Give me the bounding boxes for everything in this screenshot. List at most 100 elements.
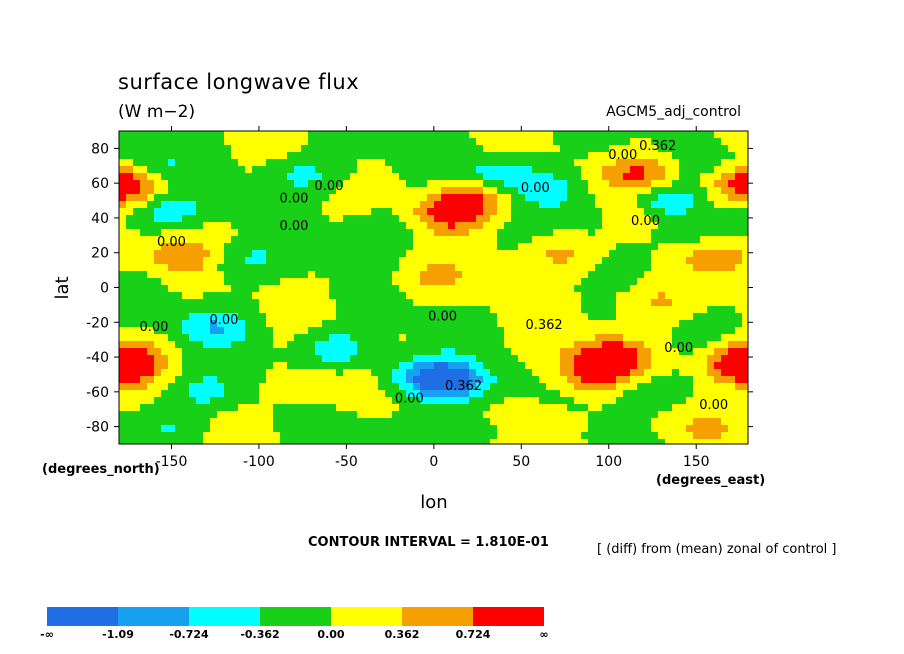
field-cell — [721, 166, 729, 174]
field-cell — [700, 264, 708, 272]
field-cell — [266, 159, 274, 167]
field-cell — [315, 362, 323, 370]
field-cell — [378, 173, 386, 181]
colorbar: -∞ -1.09 -0.724 -0.362 0.00 0.362 0.724 ∞ — [40, 607, 549, 641]
field-cell — [217, 166, 225, 174]
field-cell — [714, 166, 722, 174]
contour-interval-label: CONTOUR INTERVAL = 1.810E-01 — [308, 535, 549, 550]
field-cell — [154, 208, 162, 216]
field-cell — [133, 418, 141, 426]
field-cell — [308, 313, 316, 321]
field-cell — [196, 257, 204, 265]
field-cell — [581, 271, 589, 279]
field-cell — [301, 173, 309, 181]
field-cell — [147, 278, 155, 286]
contour-label: 0.00 — [521, 181, 550, 196]
field-cell — [245, 348, 253, 356]
field-cell — [455, 425, 463, 433]
field-cell — [224, 313, 232, 321]
field-cell — [273, 250, 281, 258]
field-cell — [406, 173, 414, 181]
field-cell — [700, 306, 708, 314]
field-cell — [504, 369, 512, 377]
field-cell — [497, 362, 505, 370]
field-cell — [406, 334, 414, 342]
field-cell — [224, 362, 232, 370]
field-cell — [490, 418, 498, 426]
field-cell — [588, 215, 596, 223]
field-cell — [644, 390, 652, 398]
field-cell — [511, 432, 519, 440]
field-cell — [735, 306, 743, 314]
field-cell — [315, 271, 323, 279]
field-cell — [294, 348, 302, 356]
field-cell — [560, 376, 568, 384]
field-cell — [434, 257, 442, 265]
field-cell — [203, 229, 211, 237]
field-cell — [539, 180, 547, 188]
field-cell — [154, 215, 162, 223]
field-cell — [595, 306, 603, 314]
field-cell — [196, 194, 204, 202]
field-cell — [217, 243, 225, 251]
field-cell — [441, 299, 449, 307]
field-cell — [203, 138, 211, 146]
field-cell — [735, 264, 743, 272]
field-cell — [378, 194, 386, 202]
field-cell — [651, 180, 659, 188]
field-cell — [728, 145, 736, 153]
field-cell — [525, 313, 533, 321]
field-cell — [273, 320, 281, 328]
field-cell — [728, 173, 736, 181]
field-cell — [462, 369, 470, 377]
field-cell — [714, 383, 722, 391]
field-cell — [637, 145, 645, 153]
field-cell — [595, 159, 603, 167]
field-cell — [413, 180, 421, 188]
field-cell — [490, 222, 498, 230]
field-cell — [581, 369, 589, 377]
field-cell — [364, 278, 372, 286]
field-cell — [588, 138, 596, 146]
field-cell — [329, 173, 337, 181]
field-cell — [399, 138, 407, 146]
field-cell — [371, 180, 379, 188]
field-cell — [182, 229, 190, 237]
field-cell — [364, 348, 372, 356]
field-cell — [273, 257, 281, 265]
field-cell — [231, 369, 239, 377]
field-cell — [441, 131, 449, 139]
field-cell — [490, 173, 498, 181]
field-cell — [490, 131, 498, 139]
field-cell — [469, 432, 477, 440]
field-cell — [140, 390, 148, 398]
field-cell — [560, 229, 568, 237]
field-cell — [623, 229, 631, 237]
field-cell — [546, 292, 554, 300]
field-cell — [742, 208, 748, 216]
field-cell — [637, 152, 645, 160]
field-cell — [602, 173, 610, 181]
field-cell — [476, 215, 484, 223]
field-cell — [644, 236, 652, 244]
field-cell — [392, 138, 400, 146]
field-cell — [322, 131, 330, 139]
field-cell — [532, 432, 540, 440]
field-cell — [595, 208, 603, 216]
field-cell — [343, 432, 351, 440]
field-cell — [217, 299, 225, 307]
field-cell — [371, 271, 379, 279]
field-cell — [434, 411, 442, 419]
field-cell — [301, 187, 309, 195]
field-cell — [574, 292, 582, 300]
field-cell — [224, 145, 232, 153]
field-cell — [245, 334, 253, 342]
field-cell — [448, 355, 456, 363]
field-cell — [420, 383, 428, 391]
field-cell — [679, 264, 687, 272]
field-cell — [175, 236, 183, 244]
field-cell — [539, 411, 547, 419]
field-cell — [693, 145, 701, 153]
field-cell — [301, 299, 309, 307]
field-cell — [357, 243, 365, 251]
